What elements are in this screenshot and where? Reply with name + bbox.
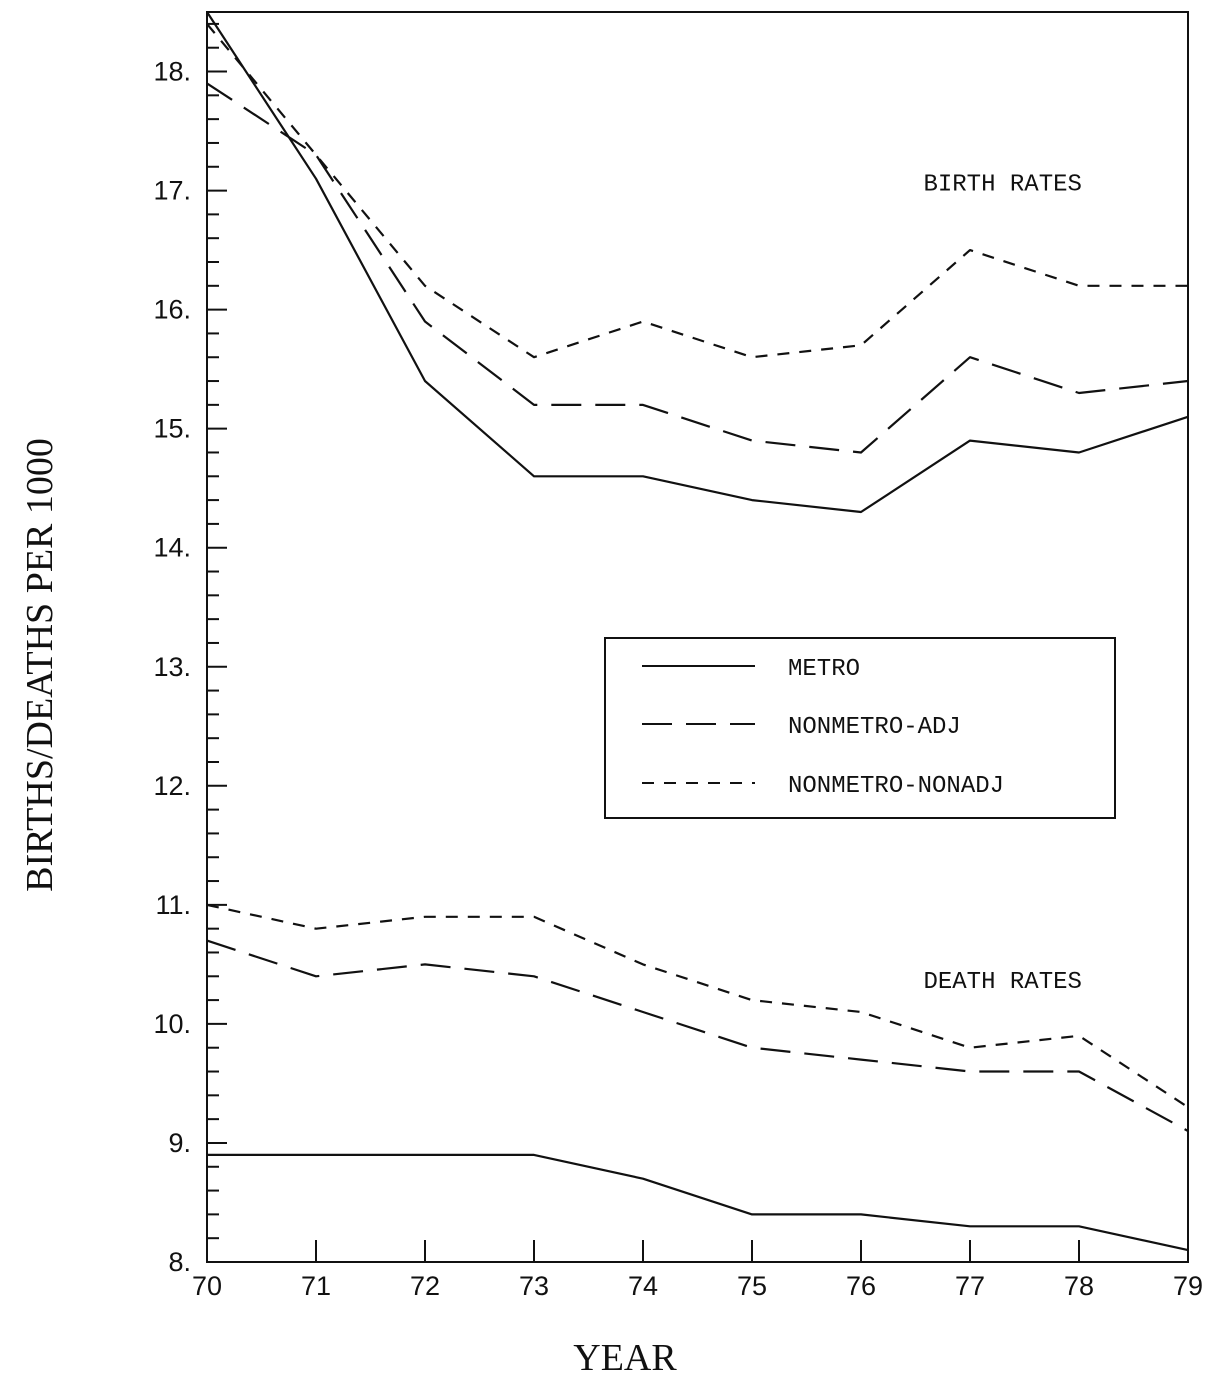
- x-tick-label: 76: [846, 1271, 876, 1301]
- birth-rate-line-nonmetro-nonadj: [206, 23, 1188, 359]
- y-axis-title: BIRTHS/DEATHS PER 1000: [19, 438, 61, 892]
- legend-label-metro: METRO: [788, 656, 860, 683]
- legend-box: [604, 637, 1116, 819]
- y-tick-label: 12.: [153, 771, 191, 801]
- y-tick-label: 10.: [153, 1009, 191, 1039]
- y-tick-label: 15.: [153, 414, 191, 444]
- x-axis-title: YEAR: [573, 1337, 677, 1379]
- x-tick-label: 79: [1173, 1271, 1203, 1301]
- y-tick-label: 9.: [168, 1128, 191, 1158]
- x-tick-label: 71: [301, 1271, 331, 1301]
- y-tick-label: 14.: [153, 533, 191, 563]
- plot-frame: [206, 11, 1189, 1263]
- x-tick-label: 73: [519, 1271, 549, 1301]
- x-tick-label: 78: [1064, 1271, 1094, 1301]
- birth-rate-line-metro: [206, 11, 1189, 514]
- y-tick-label: 13.: [153, 652, 191, 682]
- death-rate-line-nonmetro-nonadj: [206, 903, 1189, 1109]
- y-tick-label: 18.: [153, 57, 191, 87]
- y-tick-label: 11.: [155, 890, 191, 920]
- birth-rate-line-nonmetro-adj: [206, 82, 1189, 454]
- legend-label-nonmetro-nonadj: NONMETRO-NONADJ: [788, 773, 1004, 800]
- y-tick-label: 16.: [153, 295, 191, 325]
- legend: METRO NONMETRO-ADJ NONMETRO-NONADJ: [604, 637, 1116, 819]
- death-rate-line-nonmetro-adj: [206, 939, 1189, 1132]
- y-tick-label: 17.: [153, 176, 191, 206]
- death-rates-annotation: DEATH RATES: [923, 969, 1081, 996]
- x-tick-label: 72: [410, 1271, 440, 1301]
- x-tick-label: 77: [955, 1271, 985, 1301]
- birth-rates-annotation: BIRTH RATES: [923, 172, 1081, 199]
- x-tick-label: 70: [192, 1271, 222, 1301]
- y-tick-label: 8.: [168, 1247, 191, 1277]
- x-tick-label: 74: [628, 1271, 658, 1301]
- death-rate-line-metro: [207, 1153, 1189, 1252]
- x-tick-label: 75: [737, 1271, 767, 1301]
- legend-label-nonmetro-adj: NONMETRO-ADJ: [788, 714, 961, 741]
